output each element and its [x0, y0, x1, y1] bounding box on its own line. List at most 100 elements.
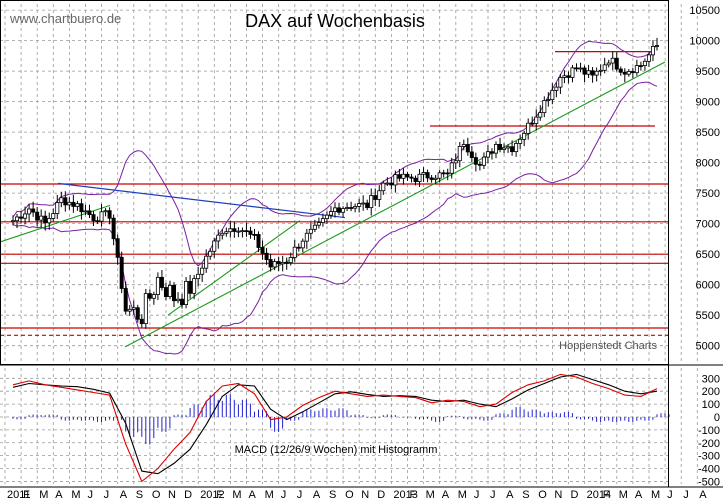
candle-body	[401, 173, 406, 179]
candle-body	[167, 284, 172, 298]
candle-body	[594, 70, 599, 76]
candle-body	[236, 230, 241, 233]
candle-body	[437, 172, 442, 179]
candle-body	[55, 202, 60, 214]
candle-body	[208, 250, 213, 257]
candle-body	[473, 157, 478, 165]
price-tick-label: 10500	[689, 5, 720, 17]
candle-body	[312, 224, 317, 230]
candle-body	[349, 207, 354, 209]
x-tick-label: S	[136, 489, 143, 501]
falling-trendline	[57, 182, 346, 219]
candle-body	[461, 144, 466, 147]
candle-body	[115, 238, 120, 258]
candle-body	[614, 57, 619, 70]
price-tick-label: 6000	[696, 280, 720, 292]
candle-body	[292, 246, 297, 258]
candle-body	[421, 172, 426, 175]
candle-body	[546, 99, 551, 101]
candle-body	[220, 232, 225, 236]
candle-body	[212, 240, 217, 252]
candle-body	[63, 197, 68, 206]
candle-body	[248, 230, 253, 235]
price-tick-label: 8500	[696, 127, 720, 139]
candle-body	[232, 228, 237, 232]
x-tick-label: 2013	[393, 489, 417, 501]
candle-body	[196, 273, 201, 280]
candle-body	[381, 182, 386, 192]
candle-body	[324, 214, 329, 220]
macd-tick-label: 300	[702, 373, 720, 385]
candle-body	[39, 215, 44, 221]
x-tick-label: A	[55, 489, 63, 501]
candle-body	[389, 182, 394, 186]
candle-body	[300, 240, 305, 249]
recovery-trendline	[167, 220, 301, 316]
candle-body	[216, 234, 221, 242]
candle-body	[650, 46, 655, 56]
candle-body	[159, 276, 164, 288]
x-tick-label: F	[410, 489, 417, 501]
candle-body	[316, 222, 321, 226]
candle-body	[646, 54, 651, 62]
candle-body	[469, 151, 474, 158]
candle-body	[578, 67, 583, 70]
candle-body	[284, 261, 289, 264]
x-tick-label: 2014	[587, 489, 611, 501]
candle-body	[51, 213, 56, 219]
price-tick-label: 8000	[696, 158, 720, 170]
candle-body	[240, 230, 245, 233]
x-tick-label: J	[297, 489, 303, 501]
x-tick-label: A	[249, 489, 257, 501]
candle-body	[622, 71, 627, 75]
candle-body	[582, 67, 587, 75]
candle-body	[606, 62, 611, 66]
macd-tick-label: -500	[698, 476, 720, 488]
candle-body	[260, 247, 265, 254]
candle-body	[91, 214, 96, 222]
candle-body	[397, 174, 402, 179]
candle-body	[308, 228, 313, 234]
candle-body	[341, 208, 346, 213]
x-tick-label: J	[281, 489, 287, 501]
rising-trendline	[124, 61, 666, 348]
x-tick-label: A	[506, 489, 514, 501]
x-tick-label: O	[538, 489, 547, 501]
candle-body	[67, 201, 72, 206]
price-tick-label: 7500	[696, 188, 720, 200]
x-tick-label: A	[313, 489, 321, 501]
candle-body	[176, 298, 181, 302]
x-tick-label: S	[329, 489, 336, 501]
candle-body	[526, 122, 531, 134]
bollinger-upper-band	[12, 40, 658, 267]
candle-body	[31, 208, 36, 213]
candle-body	[638, 65, 643, 67]
macd-title: MACD (12/26/9 Wochen) mit Histogramm	[235, 444, 438, 456]
x-tick-label: J	[88, 489, 94, 501]
candle-body	[332, 207, 337, 213]
candle-body	[489, 151, 494, 154]
candle-body	[538, 112, 543, 118]
candle-body	[618, 68, 623, 73]
price-frame	[0, 0, 669, 365]
candle-body	[514, 143, 519, 153]
x-tick-label: A	[120, 489, 128, 501]
candle-body	[465, 144, 470, 153]
candle-body	[135, 307, 140, 320]
candle-body	[47, 218, 52, 224]
candle-body	[429, 177, 434, 180]
candle-body	[103, 210, 108, 213]
price-tick-label: 5000	[696, 341, 720, 353]
price-panel	[0, 37, 668, 355]
candle-body	[147, 293, 152, 299]
candle-body	[171, 284, 176, 302]
candle-body	[320, 218, 325, 223]
candle-body	[288, 257, 293, 263]
candle-body	[83, 210, 88, 213]
candle-body	[634, 65, 639, 74]
candle-body	[99, 211, 104, 222]
x-tick-label: M	[426, 489, 435, 501]
x-tick-label: 2011	[7, 489, 31, 501]
x-tick-label: D	[377, 489, 385, 501]
candle-body	[10, 220, 15, 223]
